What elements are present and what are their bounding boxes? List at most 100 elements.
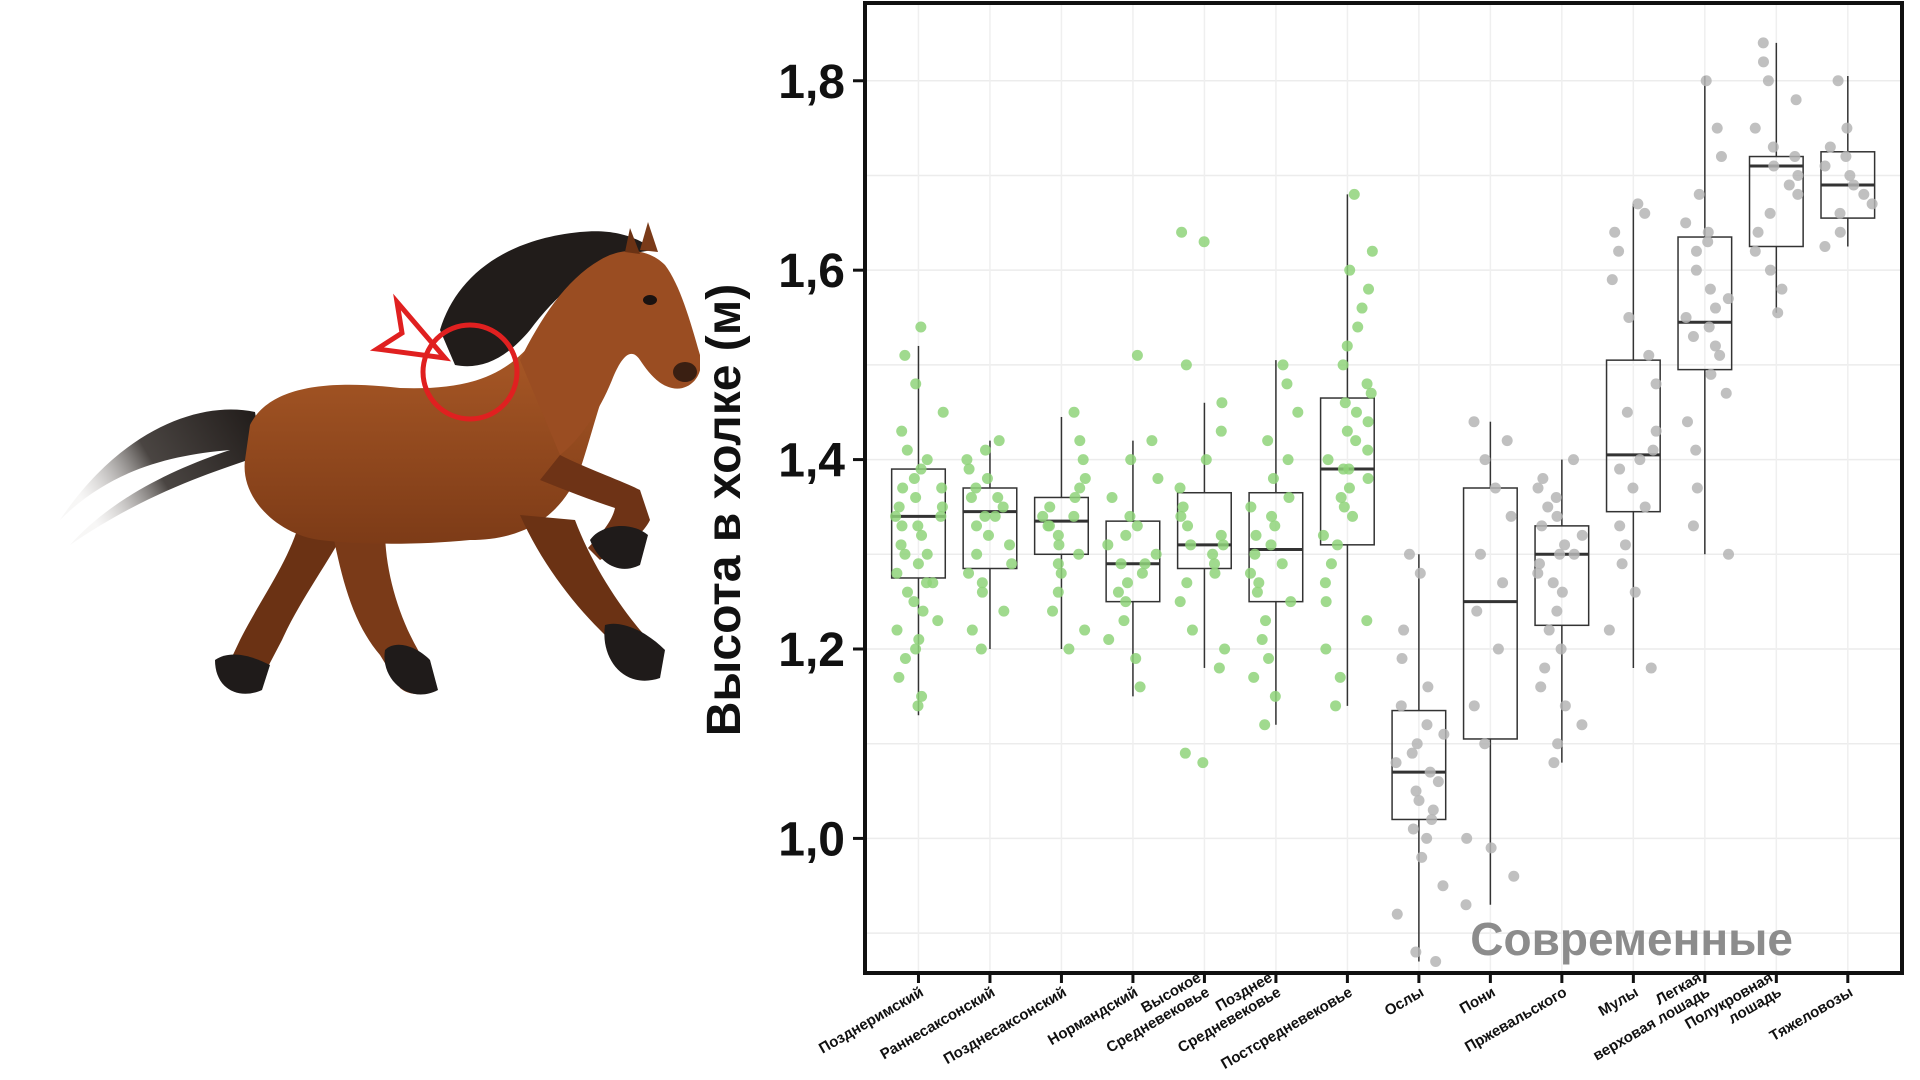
data-point	[1335, 491, 1347, 503]
data-point	[1438, 728, 1450, 740]
box-layer	[890, 42, 1876, 962]
data-point	[1621, 406, 1633, 418]
data-point	[1249, 548, 1261, 560]
data-point	[997, 501, 1009, 513]
data-point	[1568, 548, 1580, 560]
data-point	[1208, 558, 1220, 570]
data-point	[1690, 444, 1702, 456]
data-point	[1068, 510, 1080, 522]
data-point	[935, 510, 947, 522]
box-iqr	[1105, 520, 1161, 603]
data-point	[1136, 567, 1148, 579]
data-point	[1460, 899, 1472, 911]
data-point	[1079, 473, 1091, 485]
data-point	[1639, 501, 1651, 513]
plot-frame	[863, 1, 1904, 975]
data-point	[1535, 681, 1547, 693]
data-point	[913, 634, 925, 646]
data-point	[893, 501, 905, 513]
data-point	[1422, 681, 1434, 693]
data-point	[979, 444, 991, 456]
data-point	[1461, 832, 1473, 844]
data-point	[1052, 558, 1064, 570]
data-point	[1320, 596, 1332, 608]
data-point	[1134, 681, 1146, 693]
data-point	[1406, 747, 1418, 759]
data-point	[1053, 539, 1065, 551]
data-point	[1556, 586, 1568, 598]
data-point	[1841, 122, 1853, 134]
data-point	[1182, 520, 1194, 532]
x-axis: ПозднеримскийРаннесаксонскийПозднесаксон…	[816, 969, 1856, 1073]
data-point	[1471, 605, 1483, 617]
data-point	[1338, 501, 1350, 513]
data-point	[1752, 226, 1764, 238]
data-point	[1215, 425, 1227, 437]
data-point	[1681, 416, 1693, 428]
box-iqr	[1605, 359, 1661, 513]
data-point	[1703, 321, 1715, 333]
data-point	[1177, 501, 1189, 513]
data-point	[966, 624, 978, 636]
data-point	[915, 463, 927, 475]
data-point	[1251, 586, 1263, 598]
data-point	[1356, 302, 1368, 314]
data-point	[979, 510, 991, 522]
data-point	[1118, 615, 1130, 627]
y-tick-label: 1,2	[778, 624, 845, 677]
data-point	[1174, 596, 1186, 608]
data-point	[1479, 454, 1491, 466]
data-point	[1281, 378, 1293, 390]
data-point	[1792, 188, 1804, 200]
data-point	[1647, 444, 1659, 456]
data-point	[1395, 700, 1407, 712]
data-point	[1551, 605, 1563, 617]
withers-marker-circle	[420, 322, 520, 422]
data-point	[921, 454, 933, 466]
data-point	[1317, 529, 1329, 541]
data-point	[1645, 662, 1657, 674]
data-point	[1352, 321, 1364, 333]
data-point	[1269, 690, 1281, 702]
data-point	[1319, 577, 1331, 589]
data-point	[1650, 425, 1662, 437]
data-point	[896, 425, 908, 437]
data-point	[1543, 624, 1555, 636]
data-point	[1559, 539, 1571, 551]
data-point	[1606, 274, 1618, 286]
data-point	[1551, 510, 1563, 522]
data-point	[1764, 207, 1776, 219]
data-point	[1207, 548, 1219, 560]
data-point	[1398, 624, 1410, 636]
y-tick-label: 1,4	[778, 435, 845, 488]
data-point	[936, 501, 948, 513]
data-point	[1361, 378, 1373, 390]
data-point	[1427, 804, 1439, 816]
data-point	[971, 520, 983, 532]
data-point	[1334, 671, 1346, 683]
data-point	[998, 605, 1010, 617]
data-point	[1262, 435, 1274, 447]
modern-group-annotation: Современные	[1470, 913, 1793, 965]
x-tick-label: Пони	[1457, 984, 1499, 1018]
data-point	[1421, 832, 1433, 844]
data-point	[1115, 558, 1127, 570]
data-point	[1139, 558, 1151, 570]
data-point	[1858, 188, 1870, 200]
data-point	[1037, 510, 1049, 522]
data-point	[1790, 94, 1802, 106]
data-point	[1366, 245, 1378, 257]
data-point	[1416, 851, 1428, 863]
horse-illustration	[60, 222, 700, 695]
data-point	[1152, 473, 1164, 485]
data-point	[1492, 643, 1504, 655]
data-point	[1069, 491, 1081, 503]
data-point	[963, 567, 975, 579]
data-point	[1042, 520, 1054, 532]
data-point	[1772, 307, 1784, 319]
data-point	[1256, 634, 1268, 646]
data-point	[1390, 757, 1402, 769]
data-point	[1603, 624, 1615, 636]
data-point	[1709, 340, 1721, 352]
